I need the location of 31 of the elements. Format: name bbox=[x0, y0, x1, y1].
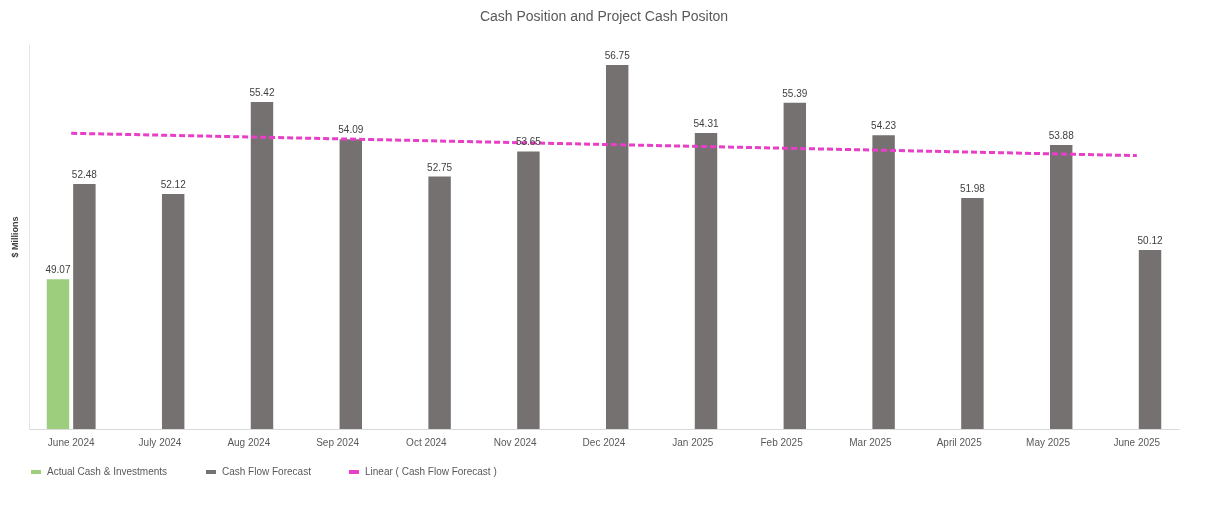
data-label: 51.98 bbox=[959, 183, 986, 194]
data-label: 50.12 bbox=[1137, 234, 1163, 246]
data-label: 54.23 bbox=[871, 120, 897, 132]
x-tick-label: June 2024 bbox=[47, 436, 95, 448]
x-tick-label: Nov 2024 bbox=[493, 436, 538, 448]
y-axis-title: $ Millions bbox=[9, 216, 20, 258]
data-label: 53.88 bbox=[1048, 129, 1075, 141]
data-label: 54.31 bbox=[693, 118, 719, 129]
chart-title: Cash Position and Project Cash Positon bbox=[479, 8, 729, 24]
data-label: 52.48 bbox=[71, 169, 98, 181]
x-tick-label: June 2025 bbox=[1113, 436, 1161, 448]
data-label: 52.12 bbox=[160, 179, 187, 191]
data-label: 52.75 bbox=[427, 161, 453, 173]
data-label: 56.75 bbox=[604, 49, 631, 61]
x-tick-label: July 2024 bbox=[138, 436, 182, 448]
legend-label: Cash Flow Forecast bbox=[222, 466, 312, 477]
x-tick-label: Aug 2024 bbox=[227, 436, 271, 448]
x-tick-label: Mar 2025 bbox=[849, 436, 892, 448]
data-label: 54.09 bbox=[338, 124, 364, 136]
x-tick-label: April 2025 bbox=[936, 436, 983, 448]
x-tick-label: May 2025 bbox=[1026, 436, 1071, 448]
data-label: 55.42 bbox=[249, 87, 275, 99]
x-tick-label: Oct 2024 bbox=[406, 436, 448, 448]
x-tick-label: Dec 2024 bbox=[582, 436, 626, 448]
data-label: 49.07 bbox=[45, 264, 71, 276]
data-label: 55.39 bbox=[782, 87, 808, 99]
x-tick-label: Feb 2025 bbox=[760, 436, 804, 448]
legend-label: Actual Cash & Investments bbox=[47, 466, 168, 477]
x-tick-label: Sep 2024 bbox=[316, 436, 360, 448]
x-tick-label: Jan 2025 bbox=[672, 436, 714, 448]
legend-label: Linear ( Cash Flow Forecast ) bbox=[365, 466, 497, 477]
